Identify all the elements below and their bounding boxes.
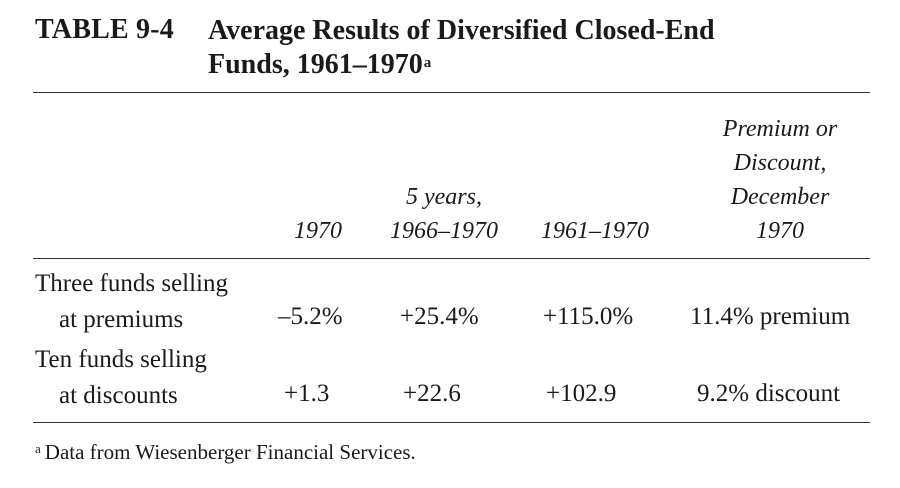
row-label-premium-funds: Three funds selling at premiums bbox=[35, 266, 228, 338]
column-header-1961-1970: 1961–1970 bbox=[527, 214, 663, 248]
bottom-rule bbox=[33, 422, 870, 423]
table-cell: 9.2% discount bbox=[697, 380, 841, 407]
row-label-premium-line-2: at premiums bbox=[59, 306, 184, 333]
row-label-discount-funds: Ten funds selling at discounts bbox=[35, 342, 207, 414]
column-header-1970: 1970 bbox=[283, 214, 353, 248]
table-cell: +22.6 bbox=[403, 380, 461, 407]
table-title: Average Results of Diversified Closed-En… bbox=[208, 14, 848, 82]
table-cell: +102.9 bbox=[546, 380, 617, 407]
column-header-premium-line-1: Premium or bbox=[722, 116, 838, 142]
table-cell: +25.4% bbox=[400, 303, 479, 330]
column-header-premium-discount: Premium or Discount, December 1970 bbox=[700, 112, 860, 248]
header-rule bbox=[33, 258, 870, 259]
column-header-5-years: 5 years, 1966–1970 bbox=[378, 180, 510, 248]
top-rule bbox=[33, 92, 870, 93]
table-cell: –5.2% bbox=[278, 303, 343, 330]
row-label-discount-line-1: Ten funds selling bbox=[35, 346, 207, 373]
footnote-marker: a bbox=[35, 441, 41, 456]
column-header-premium-line-4: 1970 bbox=[756, 218, 804, 244]
table-cell: 11.4% premium bbox=[690, 303, 851, 330]
table-cell: +115.0% bbox=[543, 303, 634, 330]
table-cell: +1.3 bbox=[284, 380, 330, 407]
table-number: TABLE 9-4 bbox=[35, 14, 174, 45]
table-title-line-1: Average Results of Diversified Closed-En… bbox=[208, 15, 715, 46]
column-header-premium-line-2: Discount, bbox=[733, 150, 827, 176]
table-title-line-2: Funds, 1961–1970a bbox=[208, 48, 848, 82]
column-header-5-years-line-2: 1966–1970 bbox=[390, 218, 498, 244]
column-header-premium-line-3: December bbox=[730, 184, 830, 210]
column-header-1970-line-1: 1970 bbox=[294, 218, 342, 244]
footnote: a Data from Wiesenberger Financial Servic… bbox=[35, 440, 416, 465]
column-header-1961-1970-line-1: 1961–1970 bbox=[541, 218, 649, 244]
table-title-line-2-text: Funds, 1961–1970 bbox=[208, 49, 423, 80]
title-footnote-marker: a bbox=[423, 55, 432, 71]
row-label-premium-line-1: Three funds selling bbox=[35, 270, 229, 297]
footnote-text: Data from Wiesenberger Financial Service… bbox=[44, 440, 416, 464]
column-header-5-years-line-1: 5 years, bbox=[406, 184, 482, 210]
row-label-discount-line-2: at discounts bbox=[59, 382, 178, 409]
